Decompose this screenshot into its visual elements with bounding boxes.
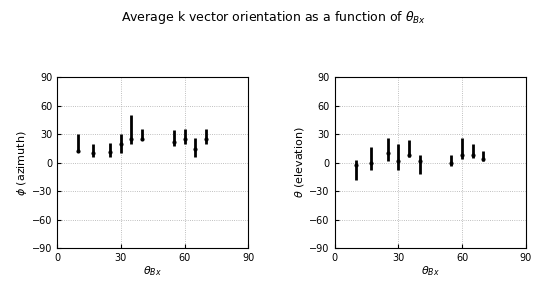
Y-axis label: $\phi$ (azimuth): $\phi$ (azimuth) xyxy=(15,130,29,195)
Text: Average k vector orientation as a function of $\theta_{Bx}$: Average k vector orientation as a functi… xyxy=(121,9,426,26)
X-axis label: $\theta_{Bx}$: $\theta_{Bx}$ xyxy=(143,264,162,278)
X-axis label: $\theta_{Bx}$: $\theta_{Bx}$ xyxy=(421,264,440,278)
Y-axis label: $\theta$ (elevation): $\theta$ (elevation) xyxy=(294,127,306,198)
